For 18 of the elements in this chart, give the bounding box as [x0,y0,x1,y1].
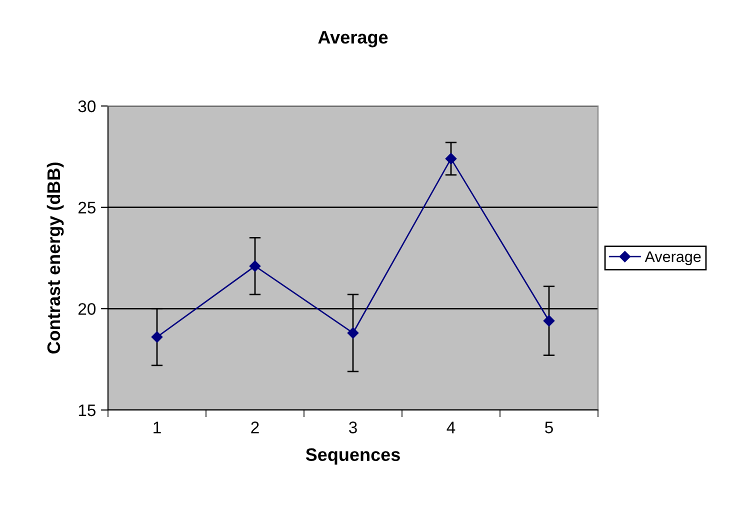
y-axis-title: Contrast energy (dBB) [46,162,64,354]
x-tick-label: 3 [349,422,357,434]
x-tick-label: 1 [154,422,161,434]
y-tick-label: 20 [78,303,96,315]
y-tick-label: 30 [78,100,96,112]
legend-label: Average [644,251,701,266]
y-tick-label: 15 [78,404,96,416]
chart-title: Average [318,31,388,48]
x-tick-label: 5 [545,422,553,434]
point [445,153,457,164]
x-tick-label: 2 [251,422,259,434]
point [543,315,555,326]
y-tick-label: 25 [78,202,96,214]
point [151,331,163,343]
point [347,327,359,339]
x-tick-label: 4 [446,422,456,434]
point [249,260,261,272]
x-axis-title: Sequences [306,448,400,465]
